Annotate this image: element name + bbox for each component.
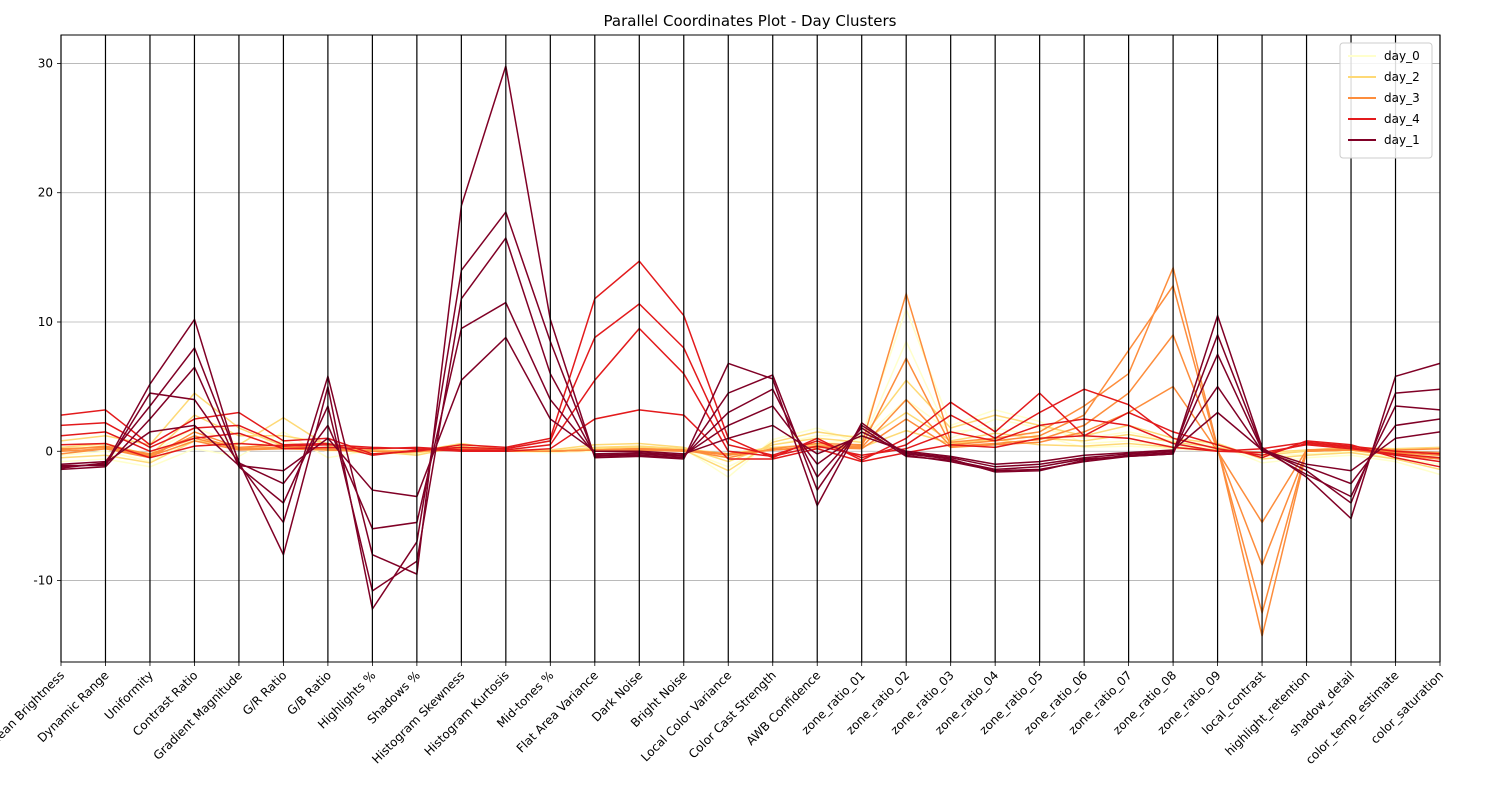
axis-label: highlight_retention xyxy=(1223,668,1313,758)
axis-label: Color Cast Strength xyxy=(686,668,779,761)
y-tick-label: 10 xyxy=(38,315,53,329)
axis-label: G/R Ratio xyxy=(240,668,290,718)
series-line-day_4 xyxy=(60,260,1441,468)
series-line-day_1 xyxy=(60,210,1441,611)
legend-label: day_4 xyxy=(1384,112,1420,126)
y-tick-label: -10 xyxy=(33,574,53,588)
y-tick-label: 30 xyxy=(38,56,53,70)
data-lines xyxy=(60,65,1441,637)
series-line-day_3 xyxy=(60,385,1441,524)
gridlines: -10 0 10 20 30 xyxy=(33,56,1440,588)
axis-label: AWB Confidence xyxy=(743,668,823,748)
series-line-day_1 xyxy=(60,336,1441,498)
series-line-day_1 xyxy=(60,236,1441,593)
series-line-day_1 xyxy=(60,65,1441,576)
axis-label: Gradient Magnitude xyxy=(151,668,245,762)
legend-box xyxy=(1339,42,1433,159)
axis-label: Flat Area Variance xyxy=(514,668,601,755)
plot-frame xyxy=(60,34,1441,663)
legend-label: day_2 xyxy=(1384,70,1420,84)
y-tick-label: 0 xyxy=(45,444,53,458)
axis-label: Histogram Kurtosis xyxy=(422,668,512,758)
series-line-day_4 xyxy=(60,302,1441,463)
legend-label: day_0 xyxy=(1384,49,1420,63)
axis-label: Mean Brightness xyxy=(0,668,67,749)
series-line-day_4 xyxy=(60,409,1441,463)
legend-label: day_1 xyxy=(1384,133,1420,147)
series-line-day_1 xyxy=(61,301,1441,530)
legend: day_0 day_2 day_3 day_4 day_1 xyxy=(1339,42,1433,159)
y-tick-label: 20 xyxy=(38,186,53,200)
legend-label: day_3 xyxy=(1384,91,1420,105)
chart-title: Parallel Coordinates Plot - Day Clusters xyxy=(604,12,897,30)
